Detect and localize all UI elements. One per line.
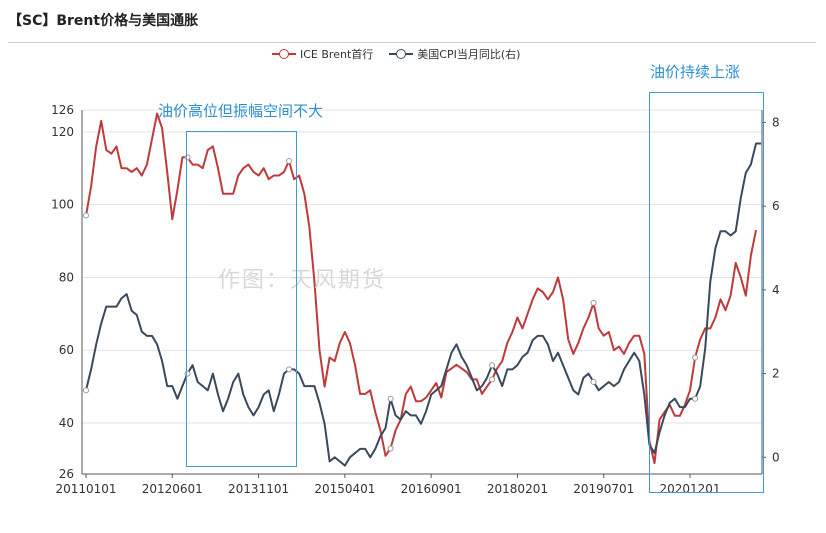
data-point-cpi [286,366,293,373]
y-right-tick-label: 0 [772,450,780,464]
annotation-box-rising [649,92,764,493]
y-right-tick-label: 6 [772,199,780,213]
x-tick-label: 20190701 [573,482,634,496]
data-point-cpi [692,395,699,402]
series-line-brent [85,112,757,465]
y-right-tick-label: 4 [772,283,780,297]
series-line-cpi [85,142,762,467]
y-right-tick-label: 2 [772,367,780,381]
data-point-brent [590,299,597,306]
x-tick-label: 20150401 [314,482,375,496]
y-left-tick-label: 126 [51,103,74,117]
x-tick-label: 20160901 [401,482,462,496]
legend-label-cpi: 美国CPI当月同比(右) [417,48,521,61]
y-left-tick-label: 26 [59,467,74,481]
data-point-cpi [387,395,394,402]
legend-marker-brent [272,49,296,59]
y-left-tick-label: 40 [59,416,74,430]
x-tick-label: 20131101 [228,482,289,496]
x-tick-label: 20110101 [55,482,116,496]
annotation-box-high-price [186,131,297,467]
legend-label-brent: ICE Brent首行 [300,48,374,61]
y-left-tick-label: 60 [59,343,74,357]
annotation-rising: 油价持续上涨 [650,63,741,81]
data-point-cpi [83,387,89,394]
data-point-cpi [590,378,597,385]
data-point-brent [387,445,394,452]
watermark: 作图：天风期货 [218,268,387,293]
y-left-tick-label: 100 [51,198,74,212]
x-tick-label: 20120601 [142,482,203,496]
y-right-tick-label: 8 [772,116,780,130]
data-point-brent [286,157,293,164]
annotation-high-price: 油价高位但振幅空间不大 [158,102,324,120]
legend: ICE Brent首行 美国CPI当月同比(右) [272,46,520,62]
legend-item-brent[interactable]: ICE Brent首行 [272,46,373,62]
x-tick-label: 20180201 [487,482,548,496]
data-point-cpi [489,362,496,369]
y-left-tick-label: 80 [59,270,74,284]
legend-item-cpi[interactable]: 美国CPI当月同比(右) [389,46,520,62]
y-left-tick-label: 120 [51,125,74,139]
data-point-brent [83,212,89,219]
data-point-brent [692,354,699,361]
data-point-brent [489,376,496,383]
chart-title: 【SC】Brent价格与美国通胀 [8,13,199,29]
legend-marker-cpi [389,49,414,59]
title-divider [8,42,816,43]
